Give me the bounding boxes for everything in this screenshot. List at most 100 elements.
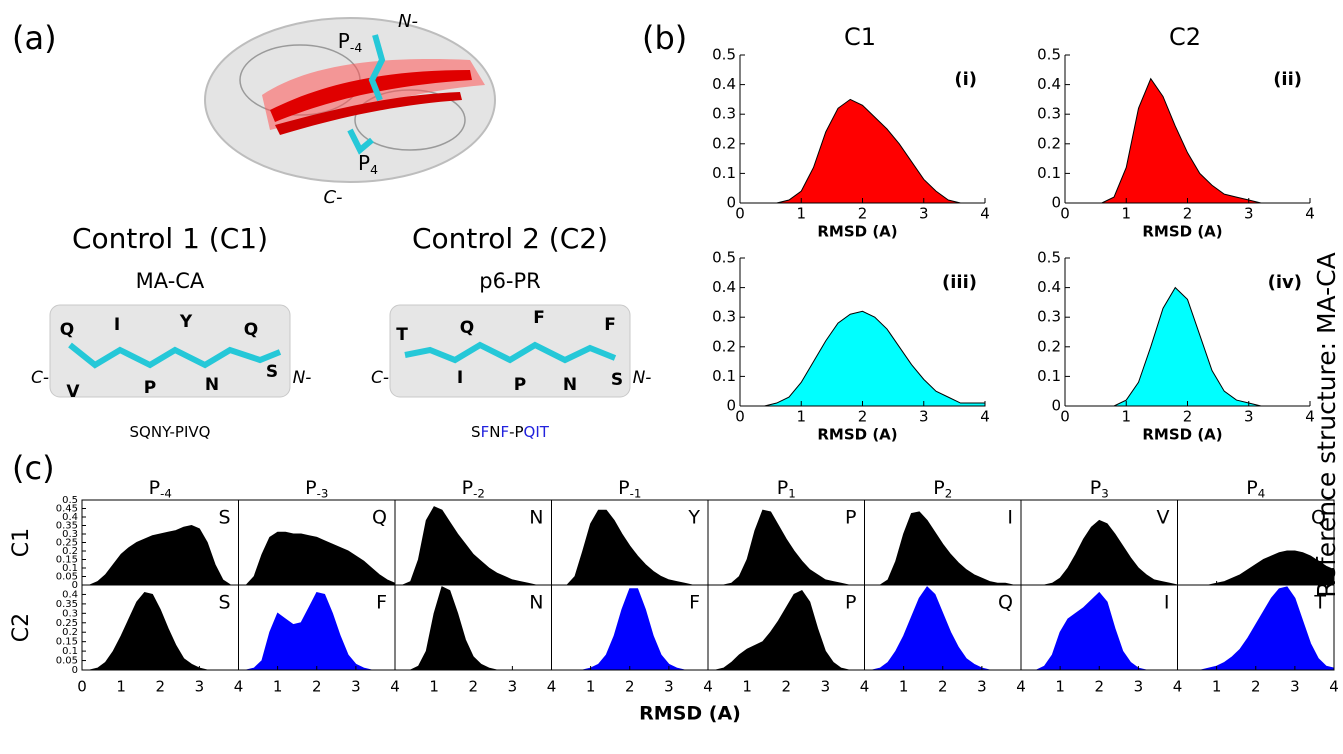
n-term-label: N- [293, 368, 312, 388]
x-tick-label: 2 [1183, 408, 1193, 426]
residue-label: S [611, 370, 623, 390]
x-tick-label: 4 [703, 678, 713, 696]
residue-tag: N [529, 507, 543, 529]
panel-tag: (ii) [1273, 69, 1302, 90]
sequence-letter: S [130, 423, 140, 441]
residue-tag: T [1313, 592, 1326, 614]
residue-tag: P [845, 507, 856, 529]
residue-tag: I [1007, 507, 1013, 529]
y-tick-label: 0.4 [1037, 75, 1061, 93]
sequence-letter: N [489, 423, 500, 441]
residue-tag: P [845, 592, 856, 614]
x-tick-label: 3 [1134, 678, 1144, 696]
y-tick-label: 0.1 [712, 367, 736, 385]
density-area [740, 98, 985, 204]
column-title: P1 [777, 477, 796, 501]
sequence-letter: I [184, 423, 188, 441]
row-label: C2 [9, 613, 34, 642]
protein-render [204, 17, 496, 183]
p-minus4-label-main: P [338, 29, 350, 53]
sequence-letter: F [481, 423, 490, 441]
x-tick-label: 1 [1121, 408, 1131, 426]
c2-sticks [404, 341, 617, 364]
control-title: Control 1 (C1) [72, 222, 268, 255]
x-tick-label: 4 [1016, 678, 1026, 696]
x-axis-label: RMSD (A) [1142, 426, 1222, 444]
x-tick-label: 3 [508, 678, 518, 696]
density-area [1177, 550, 1335, 586]
x-tick-label: 2 [1094, 678, 1104, 696]
x-tick-label: 3 [919, 205, 929, 223]
c2-render [389, 304, 631, 398]
x-tick-label: 4 [547, 678, 557, 696]
residue-label: V [66, 382, 80, 402]
sequence-letter: P [175, 423, 184, 441]
density-area [864, 511, 1021, 586]
residue-label: P [144, 378, 156, 398]
p-minus4-label-sub: -4 [350, 40, 362, 55]
c-term-label: C- [371, 368, 389, 388]
residue-label: Q [460, 318, 474, 338]
density-area [551, 509, 708, 586]
y-tick-label: 0.2 [62, 627, 78, 638]
column-title: P4 [1246, 477, 1265, 501]
x-tick-label: 0 [1060, 408, 1070, 426]
y-tick-label: 0.4 [712, 278, 736, 296]
sequence-letter: Q [139, 423, 151, 441]
x-tick-label: 1 [116, 678, 126, 696]
x-tick-label: 1 [742, 678, 752, 696]
x-axis-label: RMSD (A) [1142, 223, 1222, 241]
x-tick-label: 1 [796, 205, 806, 223]
x-tick-label: 2 [858, 205, 868, 223]
residue-tag: V [1157, 507, 1170, 529]
y-tick-label: 0.4 [62, 589, 78, 600]
x-axis-label: RMSD (A) [639, 703, 741, 725]
y-tick-label: 0.25 [56, 538, 78, 549]
x-tick-label: 2 [1251, 678, 1261, 696]
y-tick-label: 0.5 [1037, 249, 1061, 267]
y-tick-label: 0.25 [56, 618, 78, 629]
x-tick-label: 2 [155, 678, 165, 696]
sequence-letter: N [151, 423, 162, 441]
column-title-sub: 4 [1258, 486, 1266, 500]
y-tick-label: 0.05 [56, 656, 78, 667]
x-tick-label: 2 [938, 678, 948, 696]
residue-tag: N [529, 592, 543, 614]
sequence-letter: Q [524, 423, 536, 441]
y-tick-label: 0.4 [712, 75, 736, 93]
column-title: P-3 [305, 477, 328, 501]
c-term-label: C- [31, 368, 49, 388]
column-title: P-2 [462, 477, 485, 501]
y-tick-label: 0 [72, 665, 78, 676]
x-tick-label: 4 [1305, 205, 1315, 223]
column-title-main: P [933, 477, 944, 499]
y-tick-label: 0.45 [56, 504, 78, 515]
x-tick-label: 4 [1173, 678, 1183, 696]
control-subtitle: p6-PR [479, 269, 541, 293]
density-area [1065, 286, 1310, 407]
beta-strand [275, 92, 462, 135]
column-title-main: P [1246, 477, 1257, 499]
y-tick-label: 0 [1051, 194, 1061, 212]
x-tick-label: 1 [1055, 678, 1065, 696]
y-tick-label: 0.2 [712, 337, 736, 355]
y-tick-label: 0.5 [1037, 46, 1061, 64]
density-area [1065, 77, 1310, 204]
x-tick-label: 0 [735, 205, 745, 223]
column-title-sub: -2 [473, 486, 485, 500]
x-tick-label: 1 [899, 678, 909, 696]
p4-label-sub: 4 [370, 162, 378, 177]
y-tick-label: 0.3 [1037, 105, 1061, 123]
density-area [740, 310, 986, 407]
x-tick-label: 0 [735, 408, 745, 426]
panel-tag: (iii) [942, 272, 977, 293]
c-term-label: C- [323, 187, 342, 208]
column-title-main: P [1090, 477, 1101, 499]
x-tick-label: 4 [980, 408, 990, 426]
y-tick-label: 0 [72, 580, 78, 591]
y-tick-label: 0.4 [1037, 278, 1061, 296]
x-tick-label: 1 [1121, 205, 1131, 223]
panel-tag: (iv) [1268, 272, 1302, 293]
